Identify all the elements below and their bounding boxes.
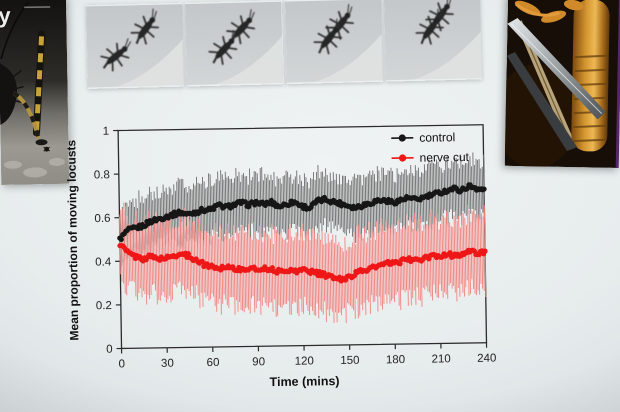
chromatic-edge (615, 0, 620, 168)
legend-label: nerve cut (419, 150, 469, 165)
x-tick-label: 30 (161, 358, 174, 370)
locust-silhouette (100, 38, 132, 72)
film-frame-1 (86, 3, 185, 89)
tarsus-foot (35, 139, 48, 146)
arena-wall-curve (116, 38, 185, 87)
legend-entry-nerve-cut: nerve cut (391, 150, 470, 165)
front-leg-bands (12, 91, 41, 139)
x-tick-label: 210 (431, 353, 450, 365)
y-axis-title: Mean proportion of moving locusts (64, 139, 81, 340)
chart-canvas: 0 30 60 90 120 150 180 210 240 0 0.2 0.4 0.6 0.8 1 Time… (64, 124, 496, 389)
arena-wall-curve (414, 31, 482, 80)
x-tick-label: 60 (207, 357, 220, 369)
forceps-shadow-blade (506, 51, 578, 151)
film-frame-1-art (86, 4, 185, 88)
locust-silhouette (130, 8, 159, 45)
arena-wall-curve (314, 33, 383, 82)
locust-silhouette (312, 18, 342, 55)
y-tick-label: 0.2 (96, 300, 112, 312)
x-tick-label: 240 (477, 353, 496, 365)
film-frame-4 (383, 0, 482, 82)
caption-text-bar (24, 6, 51, 9)
x-tick-label: 120 (295, 355, 314, 367)
dissection-art (504, 0, 620, 168)
locust-abdomen (571, 0, 610, 152)
series-control (117, 182, 487, 243)
y-tick-label: 0.8 (94, 169, 110, 181)
locust-activity-chart: 0 30 60 90 120 150 180 210 240 0 0.2 0.4 0.6 0.8 1 Time… (58, 93, 499, 406)
film-frame-4-art (383, 0, 482, 81)
locust-silhouette (208, 29, 238, 65)
locust-film-strip (86, 0, 482, 89)
film-frame-2-art (185, 1, 284, 86)
x-tick-label: 180 (386, 354, 405, 366)
x-tick-label: 150 (340, 355, 359, 367)
forceps-highlight (511, 23, 603, 114)
x-axis-title: Time (mins) (270, 374, 340, 389)
dissection-photo (504, 0, 620, 168)
legend-entry-control: control (391, 130, 455, 145)
locust-cover-photo: y (0, 0, 70, 185)
x-tick-label: 0 (118, 358, 125, 370)
y-tick-label: 0.4 (95, 256, 112, 268)
small-ant (43, 146, 50, 152)
series-nerve-cut (117, 243, 488, 284)
arena-wall-curve (215, 36, 284, 85)
banded-hind-leg (32, 30, 46, 137)
film-frame-3 (284, 0, 383, 84)
locust-silhouette (415, 8, 444, 45)
x-tick-label: 90 (252, 356, 265, 368)
film-frame-2 (185, 0, 284, 86)
locust-cover-art (0, 0, 70, 185)
antenna-line (0, 1, 29, 60)
y-tick-label: 0.6 (94, 213, 110, 225)
shadow-region (504, 64, 578, 168)
y-tick-label: 0 (106, 344, 113, 356)
photo-backdrop (0, 0, 70, 185)
y-tick-label: 1 (103, 126, 110, 138)
curved-leg (514, 2, 561, 17)
rock-speckles (3, 157, 65, 178)
legend-label: control (419, 130, 455, 145)
cover-title-letter: y (0, 2, 11, 28)
locust-silhouette (226, 9, 256, 45)
film-frame-3-art (284, 0, 383, 83)
locust-body-silhouette (0, 62, 18, 125)
